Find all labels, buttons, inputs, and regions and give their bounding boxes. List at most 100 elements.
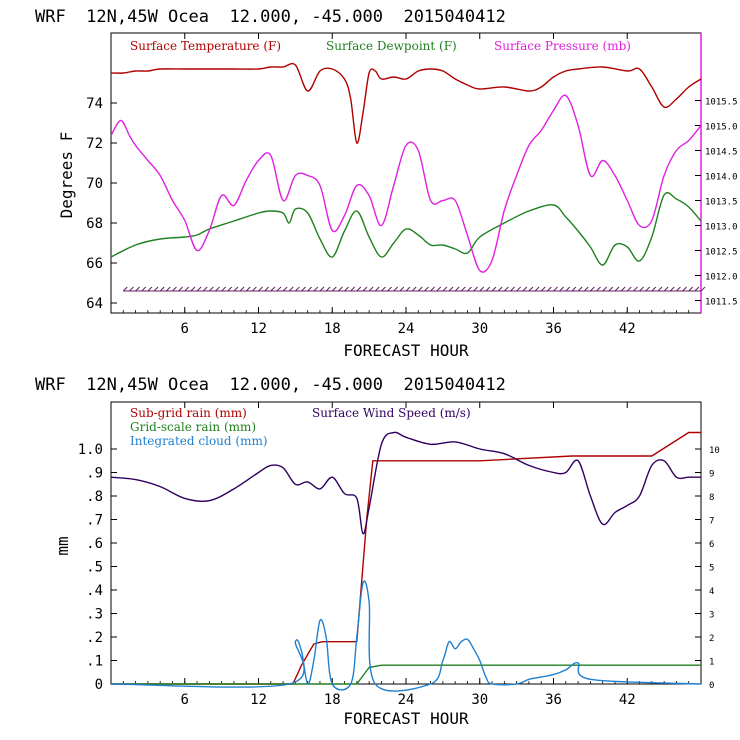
wind-barb — [129, 286, 134, 292]
wind-barb — [233, 286, 239, 292]
y2-tick-label: 1014.0 — [705, 173, 738, 183]
legend-pressure: Surface Pressure (mb) — [494, 39, 631, 53]
wind-barb — [350, 286, 356, 292]
wind-barb — [682, 286, 687, 292]
legend-wind-speed: Surface Wind Speed (m/s) — [312, 406, 471, 420]
wind-barb — [669, 286, 675, 292]
wind-barb — [479, 286, 485, 292]
y2-tick-label: 7 — [709, 517, 714, 527]
chart-header: WRF 12N,45W Ocea 12.000, -45.000 2015040… — [35, 7, 506, 27]
wind-barb — [430, 286, 435, 292]
wind-barb — [387, 286, 392, 292]
wind-barb — [626, 286, 632, 292]
wind-barb — [694, 286, 700, 292]
y2-tick-label: 1015.0 — [705, 123, 738, 133]
legend-integrated-cloud: Integrated cloud (mm) — [130, 434, 268, 448]
wind-barb — [442, 286, 448, 292]
wind-barb — [288, 286, 294, 292]
legend-dewpoint: Surface Dewpoint (F) — [326, 39, 457, 53]
y-tick-label: 66 — [86, 256, 103, 272]
y-tick-label: .8 — [86, 489, 103, 505]
wind-barb — [657, 286, 663, 292]
x-tick-label: 36 — [545, 321, 562, 337]
wind-barb — [411, 286, 417, 292]
wind-barb — [602, 286, 608, 292]
wind-barb — [159, 286, 165, 292]
y-tick-label: .3 — [86, 607, 103, 623]
wind-barb — [264, 286, 269, 292]
y-tick-label: .1 — [86, 654, 103, 670]
wind-barb — [276, 286, 282, 292]
wind-barb — [497, 286, 503, 292]
x-tick-label: 18 — [324, 321, 341, 337]
wind-barb — [208, 286, 214, 292]
x-tick-label: 12 — [250, 692, 267, 708]
wind-barb — [448, 286, 454, 292]
chart-header: WRF 12N,45W Ocea 12.000, -45.000 2015040… — [35, 375, 506, 395]
legend-temperature: Surface Temperature (F) — [130, 39, 281, 53]
wind-barb — [313, 286, 319, 292]
wind-barb — [215, 286, 220, 292]
wind-barb — [270, 286, 276, 292]
wind-barb — [338, 286, 343, 292]
x-axis-label: FORECAST HOUR — [343, 709, 469, 728]
wind-barb — [583, 286, 589, 292]
wind-barb — [522, 286, 528, 292]
wind-barb — [356, 286, 362, 292]
wind-barb — [663, 286, 669, 292]
wind-barb — [362, 286, 368, 292]
y-axis-label: Degrees F — [57, 132, 76, 219]
y2-tick-label: 1013.0 — [705, 223, 738, 233]
wind-barb — [553, 286, 558, 292]
wind-barb — [405, 286, 411, 292]
y-tick-label: .7 — [86, 513, 103, 529]
wind-barb — [571, 286, 577, 292]
subgrid-rain-line — [111, 431, 701, 685]
wind-barb — [467, 286, 472, 292]
wind-barb — [399, 286, 405, 292]
y2-tick-label: 2 — [709, 634, 714, 644]
wind-barb — [184, 286, 190, 292]
wind-barb — [577, 286, 583, 292]
wind-barb — [153, 286, 159, 292]
wind-barb — [295, 286, 300, 292]
legend-gridscale-rain: Grid-scale rain (mm) — [130, 420, 256, 434]
x-tick-label: 12 — [250, 321, 267, 337]
wind-barb — [141, 286, 147, 292]
wind-barb — [190, 286, 196, 292]
wind-barb — [510, 286, 515, 292]
x-tick-label: 30 — [471, 692, 488, 708]
wind-barb — [368, 286, 374, 292]
wind-barb — [282, 286, 288, 292]
temperature-plot: 6 12 18 24 30 36 42 64 66 68 70 72 74 1011.5 1012.0 101… — [57, 32, 738, 360]
y-tick-label: .4 — [86, 583, 103, 599]
wind-barb — [147, 286, 153, 292]
wind-barb — [436, 286, 442, 292]
wind-barb — [688, 286, 694, 292]
y2-tick-label: 0 — [709, 681, 714, 691]
wind-barb — [454, 286, 460, 292]
wind-barb — [534, 286, 540, 292]
y-tick-label: 0 — [95, 677, 103, 693]
wind-barb — [491, 286, 497, 292]
wind-barb — [258, 286, 263, 292]
dewpoint-line — [110, 191, 702, 266]
x-tick-label: 6 — [181, 321, 189, 337]
wind-barb — [202, 286, 208, 292]
x-tick-label: 6 — [181, 692, 189, 708]
wind-barbs — [122, 286, 706, 292]
wind-barb — [540, 286, 546, 292]
wind-barb — [700, 286, 706, 292]
wind-barb — [319, 286, 325, 292]
y-tick-label: .6 — [86, 536, 103, 552]
wind-barb — [651, 286, 657, 292]
wind-barb — [676, 286, 681, 292]
wind-barb — [178, 286, 183, 292]
y-tick-label: 64 — [86, 296, 103, 312]
wind-barb — [393, 286, 399, 292]
y-tick-label: 1.0 — [78, 442, 103, 458]
wind-barb — [503, 286, 509, 292]
integrated-cloud-line — [110, 580, 702, 692]
wind-barb — [473, 286, 478, 292]
